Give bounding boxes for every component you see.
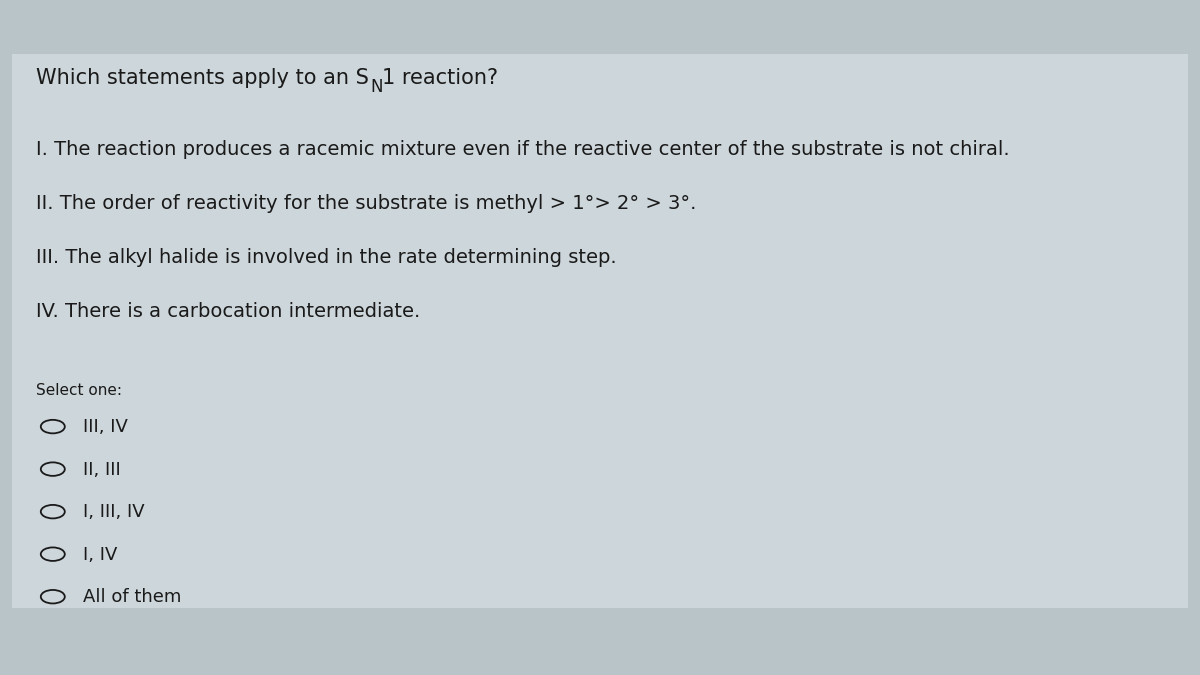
Text: 1 reaction?: 1 reaction? [382, 68, 498, 88]
Text: III. The alkyl halide is involved in the rate determining step.: III. The alkyl halide is involved in the… [36, 248, 617, 267]
Text: Which statements apply to an S: Which statements apply to an S [36, 68, 368, 88]
Text: III, IV: III, IV [83, 418, 127, 436]
Text: I. The reaction produces a racemic mixture even if the reactive center of the su: I. The reaction produces a racemic mixtu… [36, 140, 1009, 159]
Text: II, III: II, III [83, 460, 120, 479]
Text: N: N [371, 78, 383, 97]
Text: Select one:: Select one: [36, 383, 122, 398]
Text: I, III, IV: I, III, IV [83, 503, 144, 521]
Text: IV. There is a carbocation intermediate.: IV. There is a carbocation intermediate. [36, 302, 420, 321]
FancyBboxPatch shape [12, 54, 1188, 608]
Text: II. The order of reactivity for the substrate is methyl > 1°> 2° > 3°.: II. The order of reactivity for the subs… [36, 194, 696, 213]
Text: I, IV: I, IV [83, 545, 118, 564]
Text: All of them: All of them [83, 588, 181, 606]
